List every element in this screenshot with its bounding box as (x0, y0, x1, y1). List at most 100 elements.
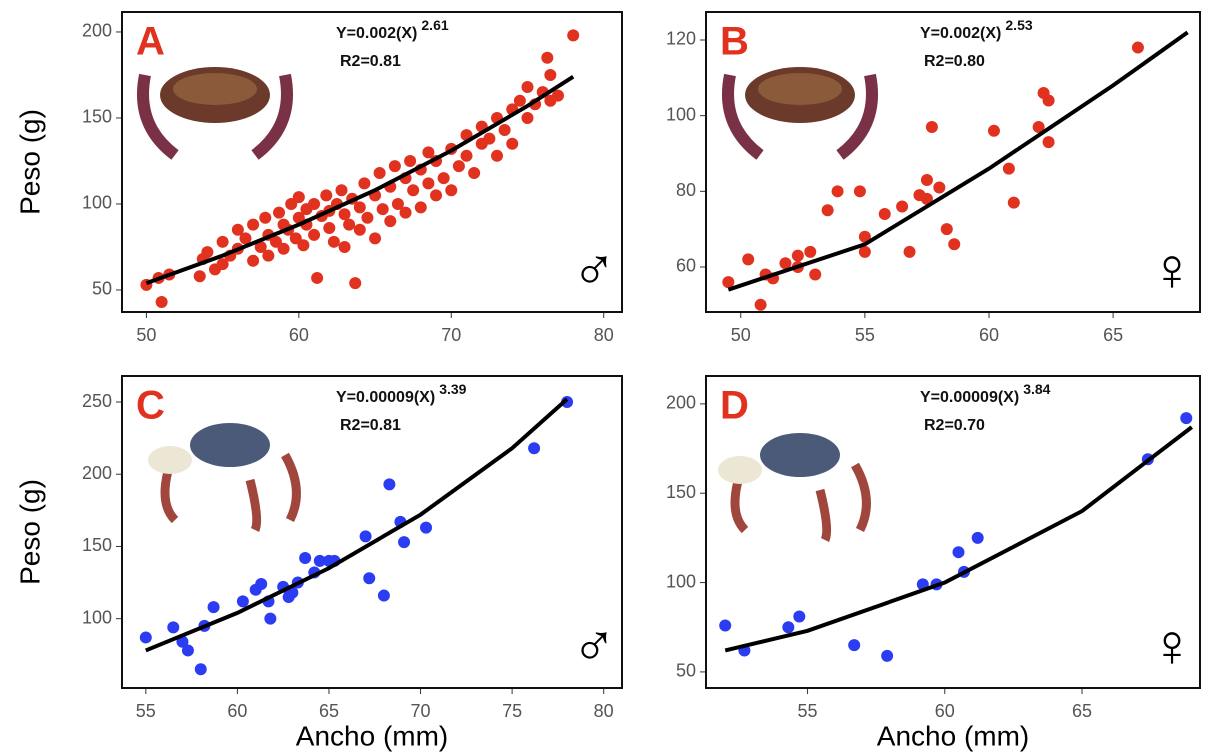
point (208, 601, 220, 613)
x-tick-label: 80 (594, 325, 614, 345)
point (782, 621, 794, 633)
panel-letter: A (136, 20, 165, 64)
point (156, 296, 168, 308)
point (438, 172, 450, 184)
sex-symbol: ♀ (1150, 236, 1195, 303)
point (259, 212, 271, 224)
equation: Y=0.002(X)2.61 (336, 17, 449, 43)
point (389, 160, 401, 172)
point (377, 203, 389, 215)
point (514, 95, 526, 107)
point (407, 184, 419, 196)
point (921, 174, 933, 186)
point (369, 232, 381, 244)
point (822, 204, 834, 216)
point (400, 207, 412, 219)
point (398, 536, 410, 548)
point (933, 182, 945, 194)
x-tick-label: 60 (289, 325, 309, 345)
point (445, 184, 457, 196)
point (941, 223, 953, 235)
x-axis-label: Ancho (mm) (877, 720, 1029, 751)
point (1003, 163, 1015, 175)
y-tick-label: 100 (82, 193, 112, 213)
y-tick-label: 200 (82, 463, 112, 483)
point (544, 69, 556, 81)
r2: R2=0.81 (340, 53, 401, 70)
x-tick-label: 65 (1072, 701, 1092, 721)
equation-base: Y=0.002(X) (920, 25, 1001, 42)
crab-a (143, 67, 287, 155)
equation-exponent: 3.84 (1023, 381, 1050, 397)
x-tick-label: 50 (731, 325, 751, 345)
equation: Y=0.00009(X)3.84 (920, 381, 1051, 407)
point (383, 478, 395, 490)
point (320, 189, 332, 201)
equation-exponent: 2.61 (421, 17, 448, 33)
point (422, 177, 434, 189)
point (926, 121, 938, 133)
y-tick-label: 60 (676, 256, 696, 276)
y-tick-label: 100 (82, 607, 112, 627)
point (988, 125, 1000, 137)
equation-exponent: 2.53 (1005, 17, 1032, 33)
crab-c (148, 423, 296, 530)
point (308, 198, 320, 210)
point (430, 189, 442, 201)
figure: 5060708050100150200AY=0.002(X)2.61R2=0.8… (0, 0, 1207, 756)
point (972, 532, 984, 544)
point (541, 52, 553, 64)
sex-symbol: ♂ (572, 236, 617, 303)
x-tick-label: 60 (935, 701, 955, 721)
point (420, 522, 432, 534)
point (719, 619, 731, 631)
point (297, 239, 309, 251)
x-tick-label: 55 (798, 701, 818, 721)
point (1043, 95, 1055, 107)
crab-d (718, 433, 866, 540)
y-axis-label: Peso (g) (14, 109, 45, 215)
point (528, 442, 540, 454)
point (809, 269, 821, 281)
point (904, 246, 916, 258)
point (742, 253, 754, 265)
y-tick-label: 50 (92, 279, 112, 299)
point (506, 138, 518, 150)
panel-letter: D (720, 384, 749, 428)
point (354, 201, 366, 213)
point (948, 238, 960, 250)
equation-base: Y=0.00009(X) (920, 389, 1019, 406)
y-tick-label: 200 (666, 393, 696, 413)
point (360, 530, 372, 542)
point (299, 552, 311, 564)
point (793, 611, 805, 623)
point (354, 224, 366, 236)
page: 5060708050100150200AY=0.002(X)2.61R2=0.8… (0, 0, 1207, 756)
sex-symbol: ♀ (1150, 612, 1195, 679)
point (273, 207, 285, 219)
point (468, 167, 480, 179)
point (854, 185, 866, 197)
r2: R2=0.80 (924, 53, 985, 70)
point (247, 219, 259, 231)
point (343, 219, 355, 231)
point (755, 299, 767, 311)
point (881, 650, 893, 662)
point (491, 150, 503, 162)
point (1008, 197, 1020, 209)
point (195, 663, 207, 675)
point (278, 243, 290, 255)
y-tick-label: 250 (82, 391, 112, 411)
point (339, 241, 351, 253)
y-tick-label: 200 (82, 21, 112, 41)
point (339, 208, 351, 220)
point (255, 578, 267, 590)
x-tick-label: 70 (441, 325, 461, 345)
x-tick-label: 50 (136, 325, 156, 345)
point (832, 185, 844, 197)
y-tick-label: 100 (666, 571, 696, 591)
y-tick-label: 150 (666, 482, 696, 502)
point (217, 236, 229, 248)
point (879, 208, 891, 220)
point (384, 215, 396, 227)
